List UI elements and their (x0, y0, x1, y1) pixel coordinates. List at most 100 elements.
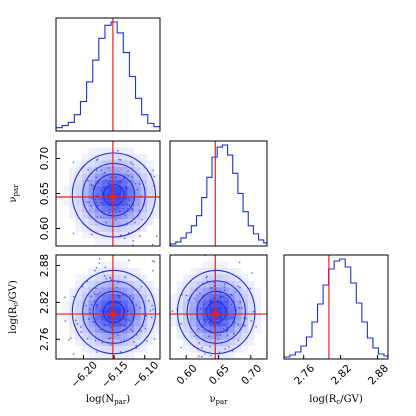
density-cell (69, 300, 76, 307)
density-cell (127, 193, 134, 200)
density-cell (88, 307, 95, 314)
density-cell (108, 294, 115, 301)
density-cell (114, 199, 121, 206)
density-cell (114, 147, 121, 154)
density-cell (248, 320, 255, 327)
density-cell (121, 313, 128, 320)
density-cell (82, 307, 89, 314)
density-cell (134, 313, 141, 320)
density-cell (147, 300, 154, 307)
density-cell (215, 313, 222, 320)
density-cell (202, 268, 209, 275)
scatter-point (86, 337, 89, 340)
density-cell (88, 333, 95, 340)
density-cell (147, 160, 154, 167)
scatter-point (153, 175, 156, 178)
scatter-point (72, 353, 75, 355)
density-cell (140, 346, 147, 353)
density-cell (88, 173, 95, 180)
density-cell (88, 167, 95, 174)
density-cell (183, 326, 190, 333)
density-cell (95, 193, 102, 200)
density-cell (108, 225, 115, 232)
density-cell (241, 287, 248, 294)
scatter-point (80, 326, 82, 328)
x-tick-label: 0.65 (207, 362, 232, 387)
scatter-point (93, 300, 95, 302)
density-cell (127, 307, 134, 314)
density-cell (241, 339, 248, 346)
density-cell (75, 160, 82, 167)
density-cell (202, 313, 209, 320)
density-cell (82, 199, 89, 206)
density-cell (153, 180, 160, 187)
density-cell (215, 320, 222, 327)
density-cell (101, 339, 108, 346)
density-cell (101, 326, 108, 333)
scatter-point (135, 304, 137, 307)
density-cell (189, 268, 196, 275)
density-cell (209, 333, 216, 340)
density-cell (183, 274, 190, 281)
density-cell (248, 307, 255, 314)
density-cell (121, 225, 128, 232)
scatter-point (126, 223, 128, 226)
density-cell (209, 294, 216, 301)
scatter-point (150, 316, 153, 318)
density-cell (228, 268, 235, 275)
scatter-point (218, 351, 221, 353)
density-cell (95, 339, 102, 346)
scatter-point (212, 224, 213, 225)
density-cell (88, 180, 95, 187)
density-cell (153, 320, 160, 327)
scatter-point (141, 218, 143, 221)
density-cell (202, 294, 209, 301)
density-cell (196, 294, 203, 301)
scatter-point (91, 184, 93, 186)
scatter-point (237, 285, 239, 287)
density-cell (170, 307, 177, 314)
density-cell (127, 232, 134, 239)
density-cell (101, 147, 108, 154)
density-cell (189, 294, 196, 301)
scatter-point (144, 327, 147, 330)
density-cell (235, 287, 242, 294)
scatter-point (93, 185, 95, 187)
density-cell (95, 287, 102, 294)
scatter-point (231, 350, 234, 352)
density-cell (222, 300, 229, 307)
density-cell (196, 300, 203, 307)
density-cell (114, 167, 121, 174)
density-cell (88, 281, 95, 288)
scatter-point (204, 353, 206, 355)
density-cell (95, 160, 102, 167)
density-cell (95, 167, 102, 174)
density-cell (140, 294, 147, 301)
scatter-point (103, 171, 106, 174)
density-cell (183, 313, 190, 320)
density-cell (101, 154, 108, 161)
density-cell (222, 294, 229, 301)
scatter-point (156, 235, 158, 238)
density-cell (121, 212, 128, 219)
density-cell (69, 180, 76, 187)
scatter-point (132, 244, 134, 246)
density-cell (95, 320, 102, 327)
density-cell (176, 326, 183, 333)
density-cell (88, 193, 95, 200)
density-cell (254, 320, 261, 327)
density-cell (88, 154, 95, 161)
scatter-point (96, 216, 99, 218)
density-cell (134, 219, 141, 226)
scatter-point (119, 351, 122, 353)
scatter-point (85, 201, 88, 203)
density-cell (134, 206, 141, 213)
density-cell (153, 326, 160, 333)
scatter-point (110, 344, 112, 346)
scatter-point (140, 285, 143, 288)
scatter-point (21, 259, 22, 260)
scatter-point (92, 321, 94, 323)
density-cell (202, 320, 209, 327)
density-cell (101, 160, 108, 167)
